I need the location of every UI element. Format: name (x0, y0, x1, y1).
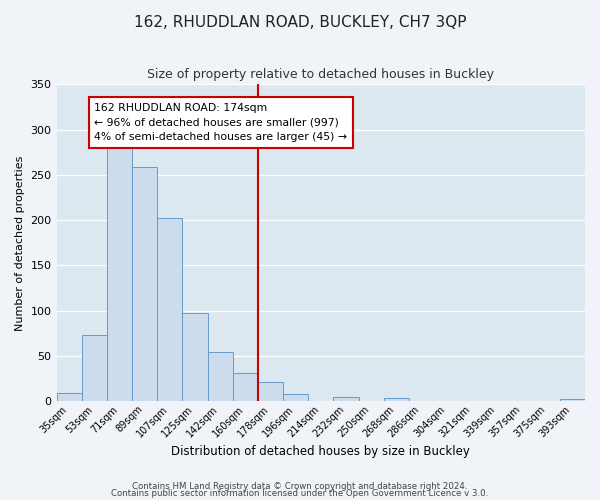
Text: 162, RHUDDLAN ROAD, BUCKLEY, CH7 3QP: 162, RHUDDLAN ROAD, BUCKLEY, CH7 3QP (134, 15, 466, 30)
Bar (283, 394, 308, 402)
Text: 162 RHUDDLAN ROAD: 174sqm
← 96% of detached houses are smaller (997)
4% of semi-: 162 RHUDDLAN ROAD: 174sqm ← 96% of detac… (94, 102, 347, 142)
Text: Contains HM Land Registry data © Crown copyright and database right 2024.: Contains HM Land Registry data © Crown c… (132, 482, 468, 491)
Bar (82, 335, 107, 402)
Text: Contains public sector information licensed under the Open Government Licence v : Contains public sector information licen… (112, 490, 488, 498)
Bar (334, 396, 359, 402)
Bar (383, 398, 409, 402)
Bar (56, 393, 82, 402)
Bar (258, 382, 283, 402)
Bar (107, 142, 132, 402)
Bar (208, 352, 233, 402)
Bar (560, 398, 585, 402)
Bar (132, 167, 157, 402)
Title: Size of property relative to detached houses in Buckley: Size of property relative to detached ho… (147, 68, 494, 80)
Bar (182, 314, 208, 402)
Bar (233, 373, 258, 402)
Y-axis label: Number of detached properties: Number of detached properties (15, 155, 25, 330)
X-axis label: Distribution of detached houses by size in Buckley: Distribution of detached houses by size … (172, 444, 470, 458)
Bar (157, 218, 182, 402)
